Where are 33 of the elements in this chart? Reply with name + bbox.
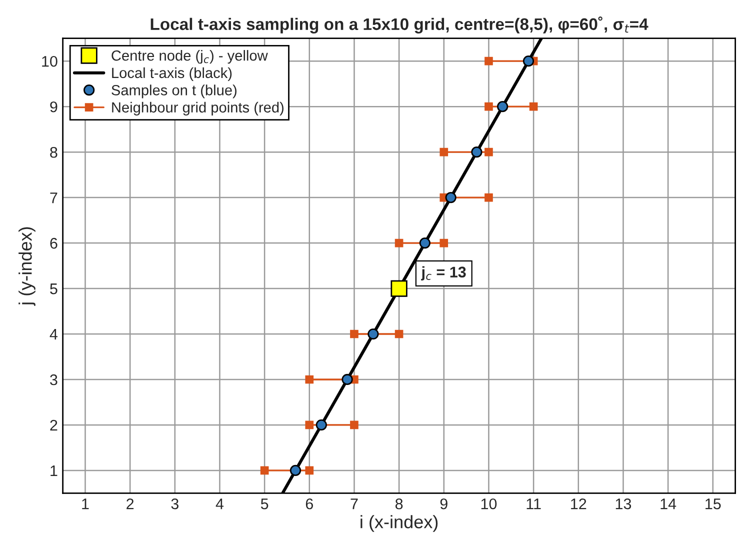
x-tick-label: 6: [306, 498, 313, 510]
x-tick-label: 15: [706, 498, 721, 510]
y-tick-label: 5: [50, 284, 58, 294]
x-tick-label: 7: [350, 498, 358, 510]
x-tick-label: 14: [660, 498, 676, 510]
y-tick-label: 9: [50, 101, 58, 112]
chart-title: Local t-axis sampling on a 15x10 grid, centre=(8,5), φ=60˚, σ$_{t}$=4: [150, 16, 648, 34]
y-tick-label: 6: [50, 238, 58, 249]
x-tick-label: 10: [481, 498, 497, 510]
x-tick-label: 8: [395, 498, 403, 510]
y-tick-label: 4: [50, 329, 58, 340]
x-tick-label: 13: [616, 498, 632, 510]
x-tick-label: 9: [440, 498, 448, 510]
x-tick-label: 1: [82, 498, 89, 510]
y-tick-label: 10: [42, 56, 58, 67]
legend-label: Samples on t (blue): [112, 84, 236, 98]
y-axis-title: j (y-index): [18, 227, 36, 306]
y-tick-label: 1: [50, 465, 58, 476]
legend-label: Centre node (j$_{c}$) - yellow: [112, 50, 268, 64]
x-tick-label: 3: [171, 498, 178, 510]
x-tick-label: 4: [216, 498, 224, 510]
y-tick-label: 2: [50, 420, 58, 431]
legend-label: Neighbour grid points (red): [112, 102, 284, 116]
y-tick-label: 7: [50, 192, 58, 204]
annotation: j$_{c}$ = 13: [421, 266, 466, 280]
x-tick-label: 12: [571, 498, 586, 510]
x-tick-label: 2: [126, 498, 134, 510]
y-tick-label: 8: [50, 146, 58, 158]
legend-label: Local t-axis (black): [112, 67, 232, 81]
x-tick-label: 5: [260, 498, 268, 510]
y-tick-label: 3: [50, 374, 58, 386]
x-tick-label: 11: [526, 498, 541, 510]
x-axis-title: i (x-index): [360, 515, 438, 532]
